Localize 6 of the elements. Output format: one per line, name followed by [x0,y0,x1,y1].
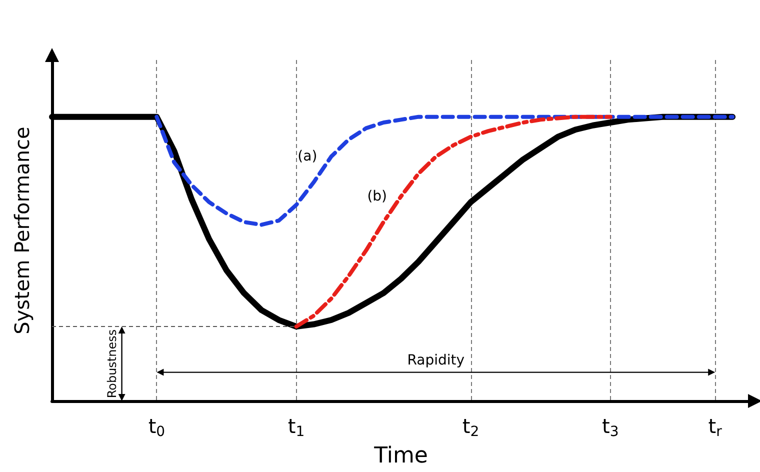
annotation: Rapidity [407,352,465,368]
series-label: (a) [298,148,318,165]
x-axis-title: Time [373,444,428,468]
annotation: Robustness [104,329,119,398]
series-label: (b) [367,188,387,204]
y-axis-title: System Performance [10,126,34,334]
